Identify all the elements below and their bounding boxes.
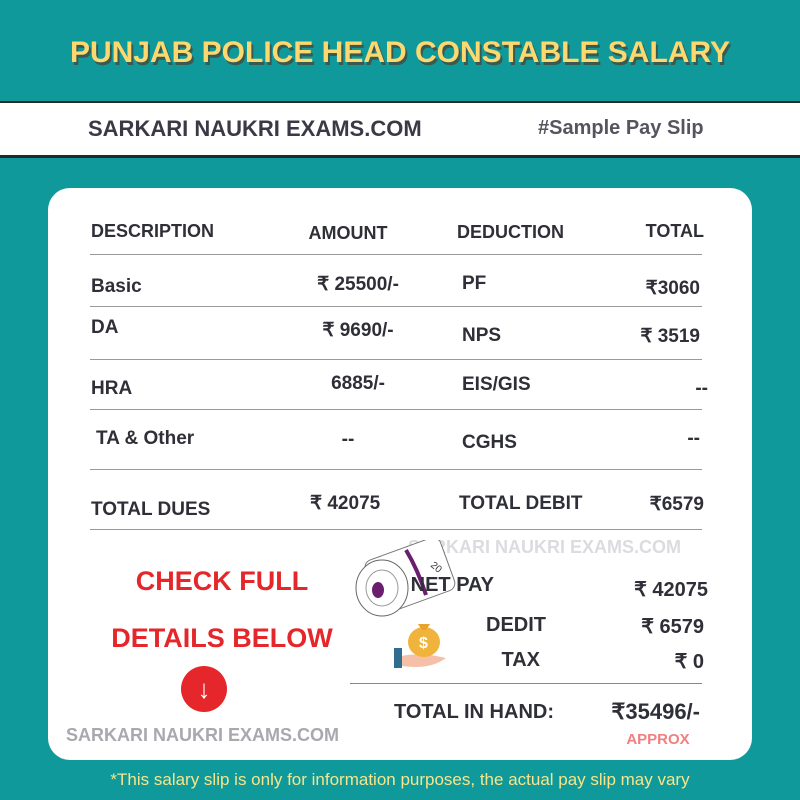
row-ta-amount: -- — [341, 429, 355, 450]
col-amount: AMOUNT — [308, 223, 388, 243]
total-in-hand-value: ₹35496/- — [611, 699, 700, 724]
row-basic-amount: ₹ 25500/- — [317, 274, 399, 295]
row-basic-deduction: PF — [462, 273, 487, 294]
col-description: DESCRIPTION — [91, 221, 215, 241]
watermark: SARKARI NAUKRI EXAMS.COM — [408, 537, 682, 557]
cta-line1: CHECK FULL — [135, 566, 309, 596]
total-dues-value: ₹ 42075 — [310, 493, 381, 514]
money-roll-icon: 20 — [355, 540, 456, 617]
total-debit-label: TOTAL DEBIT — [459, 493, 583, 514]
header-band: SARKARI NAUKRI EXAMS.COM #Sample Pay Sli… — [0, 101, 800, 158]
row-hra-deduction: EIS/GIS — [462, 374, 531, 395]
total-debit-value: ₹6579 — [649, 494, 704, 515]
money-bag-hand-icon: $ — [394, 624, 446, 668]
pay-slip-card: DESCRIPTION AMOUNT DEDUCTION TOTAL Basic… — [48, 188, 752, 760]
disclaimer: *This salary slip is only for informatio… — [110, 770, 690, 789]
total-in-hand-label: TOTAL IN HAND: — [394, 701, 554, 723]
svg-text:$: $ — [419, 635, 428, 652]
tax-value: ₹ 0 — [674, 651, 704, 673]
approx-label: APPROX — [626, 731, 690, 748]
col-total: TOTAL — [645, 221, 704, 241]
row-da-amount: ₹ 9690/- — [322, 320, 394, 341]
col-deduction: DEDUCTION — [457, 222, 564, 242]
row-hra-amount: 6885/- — [331, 373, 385, 394]
site-name: SARKARI NAUKRI EXAMS.COM — [88, 116, 422, 141]
cta-line2: DETAILS BELOW — [111, 623, 333, 653]
row-da-desc: DA — [91, 317, 119, 338]
row-hra-total: -- — [695, 378, 708, 399]
net-pay-value: ₹ 42075 — [634, 579, 708, 601]
tagline: #Sample Pay Slip — [538, 117, 704, 139]
tax-label: TAX — [501, 649, 540, 671]
page-title: PUNJAB POLICE HEAD CONSTABLE SALARY — [69, 36, 731, 69]
debit-label: DEDIT — [486, 614, 546, 636]
row-basic-total: ₹3060 — [645, 278, 700, 299]
total-dues-label: TOTAL DUES — [91, 499, 211, 520]
net-pay-label: NET PAY — [410, 574, 494, 596]
row-ta-total: -- — [687, 428, 700, 449]
row-ta-desc: TA & Other — [96, 428, 195, 449]
check-details-cta[interactable]: CHECK FULL DETAILS BELOW — [92, 553, 352, 667]
row-ta-deduction: CGHS — [462, 432, 517, 453]
row-hra-desc: HRA — [91, 378, 133, 399]
row-basic-desc: Basic — [91, 276, 142, 297]
row-da-total: ₹ 3519 — [640, 326, 700, 347]
debit-value: ₹ 6579 — [641, 616, 704, 638]
card-watermark: SARKARI NAUKRI EXAMS.COM — [66, 725, 340, 745]
arrow-down-circle-icon[interactable]: ↓ — [181, 666, 227, 712]
row-da-deduction: NPS — [462, 325, 502, 346]
